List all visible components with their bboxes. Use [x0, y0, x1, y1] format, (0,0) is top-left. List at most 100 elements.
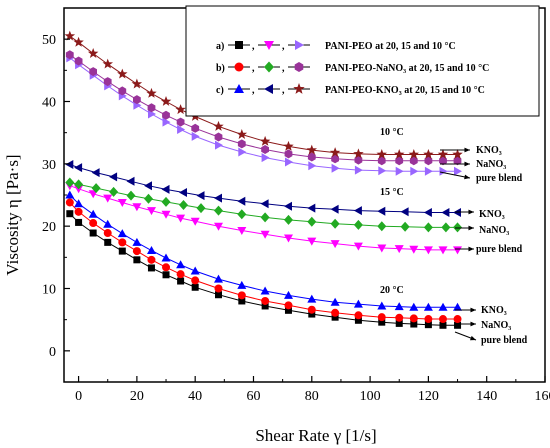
data-point — [395, 166, 404, 176]
data-point — [161, 253, 171, 262]
data-point — [307, 305, 316, 314]
data-point — [191, 276, 200, 285]
data-point — [133, 95, 141, 105]
series-triangle-right — [66, 53, 462, 176]
data-point — [196, 191, 205, 201]
label-temp-20: 20 °C — [380, 285, 404, 296]
x-tick-label: 20 — [130, 389, 144, 404]
data-point — [394, 302, 404, 311]
data-point — [75, 218, 83, 226]
pointer-arrow — [455, 246, 474, 252]
data-point — [176, 214, 186, 223]
end-label-pure-20: pure blend — [481, 335, 528, 346]
data-point — [439, 321, 447, 329]
legend-items: a),, PANI-PEO at 20, 15 and 10 °C b),, PANI… — [216, 40, 489, 96]
data-point — [177, 125, 186, 134]
data-point — [400, 221, 410, 232]
legend-comma: , — [252, 85, 255, 96]
data-point — [354, 311, 363, 320]
data-point — [147, 103, 156, 113]
data-point — [162, 110, 170, 120]
data-point — [126, 190, 136, 201]
legend-label: PANI-PEO at 20, 15 and 10 °C — [325, 41, 456, 52]
data-point — [131, 78, 143, 89]
end-label-nano3-20: NaNO₃ — [481, 320, 511, 331]
legend-marker — [264, 84, 273, 94]
data-point — [452, 149, 463, 159]
data-point — [237, 209, 247, 220]
data-point — [377, 313, 386, 322]
legend-comma: , — [252, 41, 255, 52]
data-point — [236, 129, 248, 139]
data-point — [377, 156, 386, 166]
y-axis-label: Viscosity η [Pa·s] — [3, 154, 22, 275]
data-point — [144, 181, 152, 191]
x-tick-label: 80 — [305, 389, 319, 404]
data-point — [161, 184, 170, 194]
data-point — [89, 219, 98, 228]
data-point — [454, 166, 462, 176]
data-point — [441, 222, 451, 233]
pointer-arrow — [455, 307, 476, 313]
data-point — [160, 96, 172, 106]
data-point — [439, 156, 447, 166]
y-tick-label: 50 — [42, 33, 56, 48]
legend-comma: , — [282, 85, 285, 96]
data-point — [191, 283, 199, 291]
data-point — [132, 247, 141, 256]
legend-marker — [235, 41, 243, 49]
data-point — [126, 176, 135, 186]
data-point — [65, 190, 75, 199]
data-point — [409, 245, 419, 254]
data-point — [284, 306, 292, 314]
data-point — [424, 166, 433, 176]
data-point — [284, 214, 293, 225]
data-point — [237, 280, 247, 289]
legend-prefix: b) — [216, 63, 225, 74]
pointer-arrow — [454, 331, 477, 341]
data-point — [214, 274, 223, 283]
data-point — [259, 135, 271, 146]
data-point — [377, 301, 387, 310]
arrow-head — [470, 321, 476, 327]
data-point — [329, 147, 341, 158]
data-point — [117, 229, 127, 238]
data-point — [424, 156, 433, 166]
y-tick-label: 20 — [42, 220, 56, 235]
data-point — [423, 246, 433, 255]
legend-row: b),, PANI-PEO-NaNO₃ at 20, 15 and 10 °C — [216, 61, 489, 74]
data-point — [424, 321, 432, 329]
data-point — [453, 315, 462, 324]
data-point — [109, 172, 118, 182]
arrow-head — [468, 209, 474, 215]
data-point — [260, 230, 270, 239]
data-point — [103, 219, 113, 228]
data-point — [147, 264, 155, 272]
data-point — [132, 203, 142, 212]
legend-prefix: a) — [216, 41, 224, 52]
data-point — [353, 148, 364, 159]
series-diamond — [65, 177, 462, 233]
data-point — [147, 207, 156, 216]
data-point — [176, 270, 185, 279]
data-point — [306, 144, 317, 155]
arrow-head — [464, 174, 470, 180]
data-point — [437, 149, 449, 159]
pointer-arrows — [439, 147, 477, 341]
data-point — [378, 318, 386, 326]
data-point — [65, 50, 74, 60]
legend-prefix: c) — [216, 85, 224, 96]
data-point — [453, 222, 462, 233]
legend-marker — [294, 62, 304, 72]
data-point — [307, 237, 317, 246]
series-triangle-left — [65, 160, 461, 217]
data-point — [64, 30, 76, 41]
end-label-pure-10: pure blend — [476, 173, 523, 184]
data-point — [284, 234, 293, 243]
data-point — [423, 149, 434, 159]
legend-comma: , — [252, 63, 255, 74]
data-point — [378, 166, 387, 176]
data-point — [409, 156, 418, 166]
data-point — [176, 260, 186, 269]
data-point — [214, 193, 222, 203]
